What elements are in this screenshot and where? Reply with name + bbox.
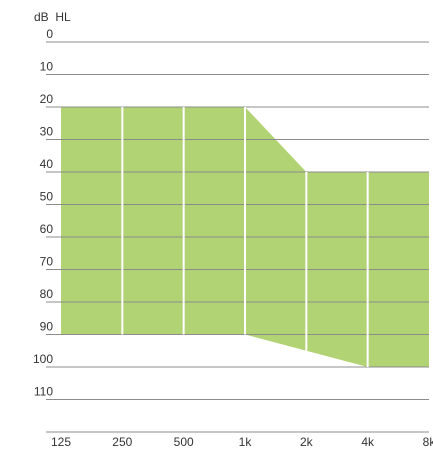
grid-lines (46, 41, 429, 433)
x-tick-4k: 4k (361, 435, 375, 449)
y-tick-0: 0 (46, 27, 53, 41)
x-tick-1k: 1k (239, 435, 253, 449)
y-axis-label: dB HL (34, 10, 71, 24)
y-tick-20: 20 (40, 92, 54, 106)
x-tick-500: 500 (174, 435, 194, 449)
y-tick-90: 90 (40, 320, 54, 334)
y-tick-labels: 0 10 20 30 40 50 60 70 80 90 100 110 (33, 27, 53, 399)
y-tick-50: 50 (40, 190, 54, 204)
y-tick-100: 100 (33, 352, 53, 366)
y-tick-110: 110 (34, 385, 53, 399)
y-tick-30: 30 (40, 125, 54, 139)
x-tick-125: 125 (51, 435, 71, 449)
x-tick-labels: 125 250 500 1k 2k 4k 8k (51, 435, 433, 449)
y-tick-60: 60 (40, 222, 54, 236)
frequency-lines (121, 107, 369, 367)
x-tick-2k: 2k (300, 435, 314, 449)
y-tick-80: 80 (40, 287, 54, 301)
y-tick-70: 70 (40, 255, 54, 269)
y-tick-40: 40 (40, 157, 54, 171)
y-tick-10: 10 (40, 60, 54, 74)
x-tick-8k: 8k (423, 435, 433, 449)
x-tick-250: 250 (112, 435, 132, 449)
